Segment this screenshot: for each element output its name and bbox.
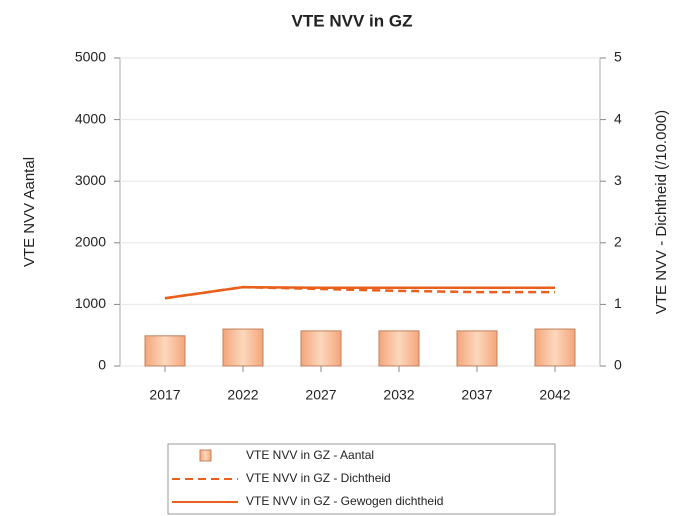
- bar: [378, 330, 420, 367]
- y2-tick-label: 0: [614, 357, 622, 373]
- y-tick-label: 0: [98, 357, 106, 373]
- y2-tick-label: 5: [614, 49, 622, 65]
- x-tick-label: 2022: [227, 387, 258, 403]
- y-tick-label: 3000: [75, 172, 106, 188]
- x-tick-label: 2017: [149, 387, 180, 403]
- x-tick-label: 2027: [305, 387, 336, 403]
- bar: [534, 328, 576, 367]
- bar: [300, 330, 342, 367]
- y-tick-label: 5000: [75, 49, 106, 65]
- bar: [144, 335, 186, 367]
- plot-area: [119, 57, 601, 367]
- y-axis-label: VTE NVV Aantal: [21, 157, 38, 267]
- bar: [222, 328, 264, 367]
- legend-swatch: [199, 449, 212, 462]
- y-tick-label: 1000: [75, 295, 106, 311]
- legend-label: VTE NVV in GZ - Gewogen dichtheid: [246, 494, 443, 508]
- x-tick-label: 2042: [539, 387, 570, 403]
- y-tick-label: 4000: [75, 110, 106, 126]
- legend-box: [167, 443, 556, 515]
- y2-axis-label: VTE NVV - Dichtheid (/10.000): [653, 110, 670, 314]
- bar: [456, 330, 498, 367]
- legend-label: VTE NVV in GZ - Aantal: [246, 448, 374, 462]
- y2-tick-label: 4: [614, 110, 622, 126]
- y2-tick-label: 3: [614, 172, 622, 188]
- legend-label: VTE NVV in GZ - Dichtheid: [246, 471, 391, 485]
- chart-title: VTE NVV in GZ: [292, 11, 413, 30]
- y2-tick-label: 1: [614, 295, 622, 311]
- x-tick-label: 2037: [461, 387, 492, 403]
- y2-tick-label: 2: [614, 234, 622, 250]
- x-tick-label: 2032: [383, 387, 414, 403]
- line-series: [164, 285, 555, 300]
- y-tick-label: 2000: [75, 234, 106, 250]
